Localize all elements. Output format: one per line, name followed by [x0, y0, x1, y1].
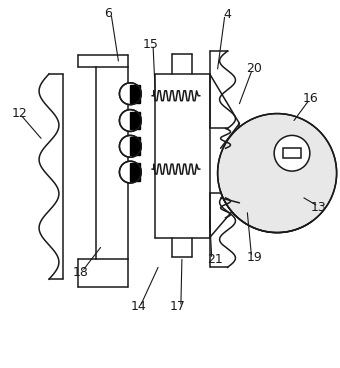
Circle shape: [119, 135, 141, 157]
Text: 17: 17: [170, 301, 186, 314]
Circle shape: [274, 135, 310, 171]
Text: 12: 12: [11, 107, 27, 120]
Text: 16: 16: [303, 92, 319, 105]
Text: 21: 21: [207, 253, 222, 266]
Bar: [130, 85, 140, 103]
Bar: [130, 163, 140, 181]
Circle shape: [119, 161, 141, 183]
Circle shape: [119, 83, 141, 105]
Bar: [130, 137, 140, 155]
Text: 20: 20: [246, 63, 262, 75]
Text: 15: 15: [142, 38, 158, 51]
Text: 18: 18: [73, 266, 89, 279]
Text: 13: 13: [311, 201, 327, 214]
Text: 19: 19: [246, 251, 262, 264]
Bar: [283, 148, 301, 158]
Text: 4: 4: [224, 8, 232, 21]
Bar: [130, 112, 140, 130]
Text: 6: 6: [105, 7, 113, 20]
Text: 14: 14: [130, 301, 146, 314]
Circle shape: [218, 114, 337, 233]
Circle shape: [119, 110, 141, 131]
